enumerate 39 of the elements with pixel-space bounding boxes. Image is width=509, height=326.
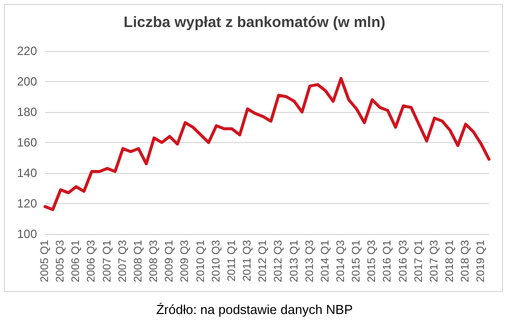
x-tick-label: 2010 Q3 — [210, 240, 222, 282]
x-tick-label: 2018 Q1 — [444, 240, 456, 282]
y-tick-label: 180 — [16, 105, 38, 119]
x-tick-label: 2007 Q1 — [101, 240, 114, 282]
x-tick-label: 2015 Q1 — [350, 240, 363, 282]
x-tick-label: 2005 Q1 — [39, 240, 51, 282]
x-tick-label: 2006 Q3 — [86, 240, 98, 282]
x-tick-label: 2006 Q1 — [70, 240, 82, 282]
y-tick-label: 220 — [16, 44, 38, 58]
x-tick-label: 2010 Q1 — [194, 240, 207, 282]
y-tick-label: 120 — [16, 196, 38, 210]
x-tick-label: 2013 Q1 — [288, 240, 300, 282]
x-tick-label: 2012 Q3 — [272, 240, 285, 282]
y-tick-label: 100 — [16, 227, 38, 241]
x-tick-label: 2008 Q3 — [148, 240, 160, 282]
x-tick-label: 2017 Q1 — [412, 240, 425, 282]
x-tick-label: 2009 Q3 — [179, 240, 192, 282]
x-tick-label: 2017 Q3 — [428, 240, 440, 282]
x-tick-label: 2013 Q3 — [304, 240, 316, 282]
text: Źródło: na podstawie danych NBP — [155, 302, 354, 317]
x-tick-label: 2018 Q3 — [460, 240, 472, 282]
chart-title: Liczba wypłat z bankomatów (w mln) — [124, 14, 386, 31]
x-tick-label: 2016 Q3 — [397, 240, 410, 282]
x-tick-label: 2007 Q3 — [116, 240, 129, 282]
x-tick-label: 2014 Q3 — [335, 240, 347, 282]
x-tick-label: 2019 Q1 — [475, 240, 488, 282]
y-tick-label: 160 — [16, 136, 38, 150]
x-tick-label: 2011 Q1 — [226, 240, 238, 282]
y-tick-label: 200 — [16, 74, 38, 88]
x-tick-label: 2014 Q1 — [319, 240, 332, 282]
x-tick-label: 2016 Q1 — [382, 240, 394, 282]
y-tick-label: 140 — [16, 166, 38, 180]
x-tick-label: 2012 Q1 — [257, 240, 270, 282]
line-series — [44, 76, 490, 212]
x-tick-label: 2008 Q1 — [132, 240, 144, 282]
x-tick-label: 2009 Q1 — [164, 240, 176, 282]
x-tick-label: 2015 Q3 — [366, 240, 378, 282]
x-tick-label: 2005 Q3 — [54, 240, 67, 282]
x-tick-label: 2011 Q3 — [242, 240, 254, 282]
